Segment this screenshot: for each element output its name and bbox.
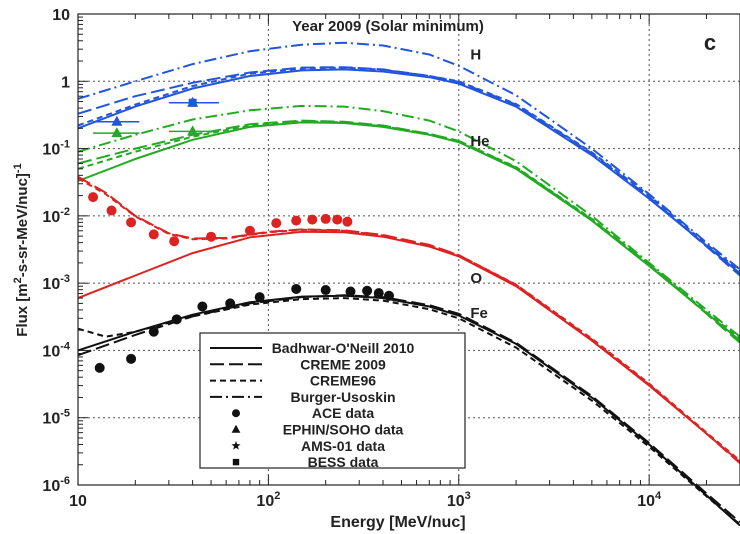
x-axis-label: Energy [MeV/nuc] <box>330 514 465 531</box>
point-o-circle <box>126 217 137 228</box>
y-tick-label: 10 <box>52 7 70 24</box>
point-o-circle <box>332 214 343 225</box>
axis-ticks: 10 102 103 104 10 1 10-1 10-2 10-3 10-4 10-5 10-6 <box>42 7 740 510</box>
y-axis-label-part2: -s-sr-MeV/nuc] <box>14 173 31 277</box>
legend-label: AMS-01 data <box>301 438 385 454</box>
y-tick-label: 10-5 <box>42 408 70 428</box>
legend-label: EPHIN/SOHO data <box>283 422 404 438</box>
point-o-circle <box>106 205 117 216</box>
series-lines <box>77 41 740 527</box>
point-h-square <box>188 98 197 107</box>
point-fe-circle <box>126 353 137 364</box>
point-fe-circle <box>148 326 159 337</box>
species-label-h: H <box>470 47 481 64</box>
point-fe-circle <box>171 314 182 325</box>
series-fe-solid <box>77 294 740 527</box>
y-axis-label-part1: Flux [m <box>14 283 31 336</box>
point-o-circle <box>88 192 99 203</box>
point-o-circle <box>320 213 331 224</box>
point-fe-circle <box>320 285 331 296</box>
point-o-circle <box>169 236 180 247</box>
series-he-dash-dot <box>77 104 740 338</box>
species-label-he: He <box>470 133 489 150</box>
legend-marker-star <box>231 441 241 450</box>
y-tick-label: 10-2 <box>42 206 70 226</box>
x-tick-label: 102 <box>256 490 280 510</box>
series-h-short-dash <box>77 66 740 273</box>
series-he-solid <box>77 121 740 342</box>
point-o-circle <box>307 214 318 225</box>
point-o-circle <box>206 231 217 242</box>
y-tick-label: 10-3 <box>42 273 70 293</box>
legend-label: Badhwar-O'Neill 2010 <box>272 340 415 356</box>
point-o-circle <box>291 215 302 226</box>
y-tick-label: 1 <box>61 74 70 91</box>
y-tick-label: 10-6 <box>42 475 70 495</box>
point-fe-circle <box>383 290 394 301</box>
grid <box>78 14 740 485</box>
point-fe-circle <box>373 288 384 299</box>
point-o-circle <box>342 216 353 227</box>
species-labels: H He O Fe <box>470 47 489 322</box>
point-o-circle <box>148 229 159 240</box>
legend-label: CREME 2009 <box>300 356 386 372</box>
legend-label: CREME96 <box>310 373 376 389</box>
point-fe-circle <box>94 362 105 373</box>
point-o-circle <box>271 218 282 229</box>
point-he-triangle <box>187 125 199 136</box>
point-fe-circle <box>197 301 208 312</box>
species-label-o: O <box>470 270 482 287</box>
series-h-dash-dot <box>77 41 740 271</box>
x-tick-label: 103 <box>447 490 471 510</box>
series-he-short-dash <box>77 120 740 340</box>
series-h-long-dash <box>77 66 740 277</box>
species-label-fe: Fe <box>470 305 488 322</box>
series-fe-short-dash <box>77 297 740 526</box>
series-o-short-dash <box>77 177 740 462</box>
series-he-long-dash <box>77 119 740 344</box>
y-axis-label-sup1: 2 <box>12 277 24 283</box>
legend-label: BESS data <box>308 454 379 470</box>
point-fe-circle <box>254 292 265 303</box>
point-o-circle <box>244 225 255 236</box>
point-fe-circle <box>362 285 373 296</box>
legend-marker-triangle <box>231 424 241 433</box>
legend-marker-square <box>232 458 240 466</box>
y-tick-label: 10-1 <box>42 139 70 159</box>
plot-frame <box>77 13 740 486</box>
legend-marker-circle <box>232 409 240 418</box>
y-axis-label-sup2: -1 <box>12 163 24 173</box>
chart-title: Year 2009 (Solar minimum) <box>292 18 484 35</box>
point-h-triangle <box>111 115 123 126</box>
point-fe-circle <box>225 298 236 309</box>
series-h-solid <box>77 68 740 275</box>
legend-label: ACE data <box>312 405 374 421</box>
legend-label: Burger-Usoskin <box>290 389 395 405</box>
data-points <box>88 96 394 373</box>
x-tick-label: 10 <box>69 493 87 510</box>
y-axis-label: Flux [m2-s-sr-MeV/nuc]-1 <box>12 163 31 336</box>
panel-label: c <box>704 30 716 55</box>
legend-box <box>199 332 466 469</box>
point-fe-circle <box>345 286 356 297</box>
point-fe-circle <box>291 283 302 294</box>
point-he-triangle <box>111 127 123 138</box>
y-tick-label: 10-4 <box>42 340 70 360</box>
x-tick-label: 104 <box>637 490 662 510</box>
series-fe-long-dash <box>77 294 740 523</box>
